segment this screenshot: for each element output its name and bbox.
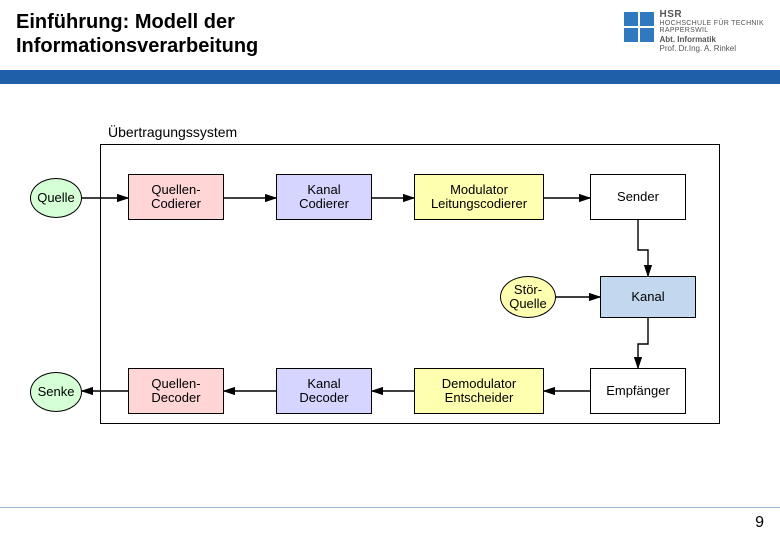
footer-divider <box>0 507 780 508</box>
node-qdec: Quellen- Decoder <box>128 368 224 414</box>
node-demod: Demodulator Entscheider <box>414 368 544 414</box>
logo-squares-icon <box>624 12 654 42</box>
system-label: Übertragungssystem <box>108 124 237 140</box>
node-qcod: Quellen- Codierer <box>128 174 224 220</box>
logo-text: HSR HOCHSCHULE FÜR TECHNIK RAPPERSWIL Ab… <box>660 10 764 54</box>
logo-line1: HSR <box>660 10 764 20</box>
node-empf: Empfänger <box>590 368 686 414</box>
node-stoer: Stör- Quelle <box>500 276 556 318</box>
title-line2: Informationsverarbeitung <box>16 35 258 57</box>
page-title: Einführung: Modell der Informationsverar… <box>16 10 258 58</box>
node-quelle: Quelle <box>30 178 82 218</box>
logo-line2: HOCHSCHULE FÜR TECHNIK <box>660 20 764 27</box>
node-kcod: Kanal Codierer <box>276 174 372 220</box>
logo-dept: Abt. Informatik Prof. Dr.Ing. A. Rinkel <box>660 36 764 54</box>
node-senke: Senke <box>30 372 82 412</box>
header-bar <box>0 70 780 84</box>
logo: HSR HOCHSCHULE FÜR TECHNIK RAPPERSWIL Ab… <box>624 10 764 54</box>
header: Einführung: Modell der Informationsverar… <box>0 0 780 84</box>
title-line1: Einführung: Modell der <box>16 11 235 33</box>
node-sender: Sender <box>590 174 686 220</box>
page-number: 9 <box>755 514 764 532</box>
logo-line3: RAPPERSWIL <box>660 27 764 34</box>
node-kanal: Kanal <box>600 276 696 318</box>
diagram-area: Übertragungssystem Quelle Quellen- Codiere… <box>0 100 780 530</box>
node-mod: Modulator Leitungscodierer <box>414 174 544 220</box>
node-kdec: Kanal Decoder <box>276 368 372 414</box>
